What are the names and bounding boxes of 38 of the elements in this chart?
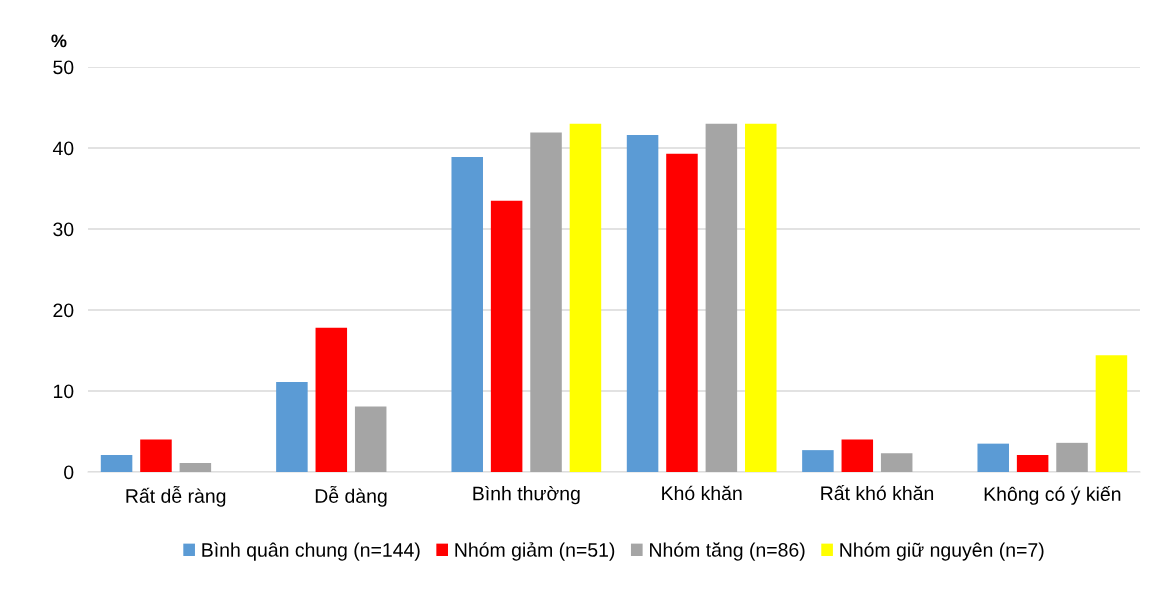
x-tick-label: Rất dễ ràng [126, 485, 226, 507]
y-tick-label: 50 [53, 60, 74, 75]
bar [530, 132, 562, 472]
x-tick-label: Bình thường [473, 485, 580, 505]
bar [802, 450, 834, 472]
bar [179, 463, 212, 472]
legend-label: Nhóm giữ nguyên (n=7) [840, 542, 1044, 561]
bar [490, 200, 523, 472]
x-tick-label: Không có ý kiến [984, 485, 1121, 505]
bar [276, 382, 308, 472]
bar [100, 454, 133, 472]
y-axis-title: % [51, 34, 67, 48]
bar [880, 453, 913, 472]
bar [451, 156, 483, 472]
bar [140, 439, 172, 472]
bar [666, 153, 698, 472]
bar [354, 406, 387, 472]
y-tick-label: 40 [52, 141, 74, 156]
x-tick-label: Rất khó khăn [821, 485, 934, 501]
legend-label: Nhóm tăng (n=86) [650, 542, 805, 561]
y-tick-label: 0 [64, 465, 74, 480]
bar [1056, 442, 1088, 472]
bar [705, 123, 738, 472]
bar [841, 439, 874, 472]
bar [1016, 454, 1049, 472]
legend-label: Bình quân chung (n=144) [202, 542, 420, 561]
y-tick-label: 10 [53, 384, 74, 399]
bar [1095, 355, 1128, 472]
y-tick-label: 30 [53, 222, 74, 237]
bar [977, 443, 1009, 472]
bar [315, 327, 348, 472]
bar [626, 135, 659, 472]
legend-label: Nhóm giảm (n=51) [455, 542, 615, 561]
y-tick-label: 20 [53, 303, 74, 318]
x-tick-label: Khó khăn [662, 485, 742, 501]
bar [569, 123, 602, 472]
x-tick-label: Dễ dàng [315, 485, 387, 507]
bar [745, 123, 777, 472]
